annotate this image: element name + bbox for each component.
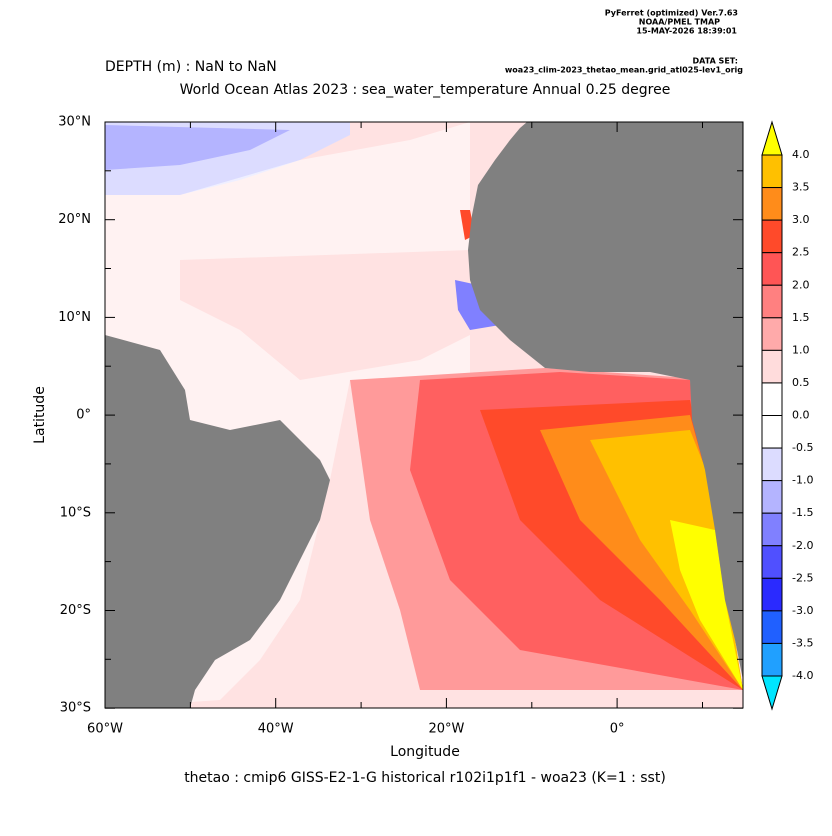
tick-marks: [104, 121, 743, 709]
dataset-label: DATA SET:: [693, 57, 738, 66]
lab: NOAA/PMEL TMAP: [639, 18, 720, 27]
colorbar-label: 0.5: [792, 376, 810, 389]
colorbar-band: [761, 545, 783, 579]
colorbar-band: [761, 252, 783, 286]
colorbar-label: -1.0: [792, 474, 813, 487]
x-tick-label: 60°W: [87, 722, 123, 737]
field: [105, 122, 743, 708]
colorbar-label: 3.0: [792, 213, 810, 226]
y-tick-label: 20°N: [58, 212, 91, 227]
timestamp: 15-MAY-2026 18:39:01: [636, 27, 737, 36]
x-tick-label: 40°W: [258, 722, 294, 737]
colorbar-arrow-top: [761, 120, 783, 156]
y-tick-label: 30°S: [60, 701, 91, 716]
colorbar-band: [761, 382, 783, 416]
y-tick-label: 30°N: [58, 115, 91, 130]
colorbar-label: -2.0: [792, 539, 813, 552]
x-axis-label: Longitude: [390, 744, 460, 760]
colorbar-band: [761, 480, 783, 514]
colorbar-label: -3.0: [792, 604, 813, 617]
colorbar-label: 1.0: [792, 343, 810, 356]
colorbar-band: [761, 642, 783, 677]
dataset: woa23_clim-2023_thetao_mean.grid_atl025-…: [505, 66, 743, 75]
colorbar-band: [761, 317, 783, 351]
caption: thetao : cmip6 GISS-E2-1-G historical r1…: [184, 770, 666, 786]
y-axis-label: Latitude: [32, 386, 48, 444]
software: PyFerret (optimized) Ver.7.63: [605, 9, 738, 18]
colorbar-band: [761, 187, 783, 221]
colorbar-band: [761, 154, 783, 189]
colorbar-band: [761, 284, 783, 319]
colorbar-arrow-bottom: [761, 675, 783, 711]
colorbar-label: -2.5: [792, 571, 813, 584]
x-tick-label: 20°W: [428, 722, 464, 737]
colorbar-label: -4.0: [792, 669, 813, 682]
x-tick-label: 0°: [610, 722, 625, 737]
y-tick-label: 20°S: [60, 603, 91, 618]
colorbar-band: [761, 577, 783, 612]
colorbar-label: 3.5: [792, 181, 810, 194]
colorbar-label: -0.5: [792, 441, 813, 454]
colorbar-band: [761, 447, 783, 482]
colorbar-label: -3.5: [792, 636, 813, 649]
depth: DEPTH (m) : NaN to NaN: [105, 59, 277, 75]
colorbar-label: 2.0: [792, 278, 810, 291]
title: World Ocean Atlas 2023 : sea_water_tempe…: [180, 82, 671, 98]
colorbar-band: [761, 219, 783, 254]
colorbar-band: [761, 415, 783, 449]
y-tick-label: 0°: [76, 408, 91, 423]
colorbar-band: [761, 349, 783, 384]
colorbar-band: [761, 610, 783, 644]
colorbar-label: 0.0: [792, 409, 810, 422]
y-tick-label: 10°S: [60, 505, 91, 520]
colorbar-label: 1.5: [792, 311, 810, 324]
y-tick-label: 10°N: [58, 310, 91, 325]
colorbar-label: 4.0: [792, 148, 810, 161]
colorbar-label: 2.5: [792, 246, 810, 259]
colorbar-band: [761, 512, 783, 547]
colorbar-label: -1.5: [792, 506, 813, 519]
